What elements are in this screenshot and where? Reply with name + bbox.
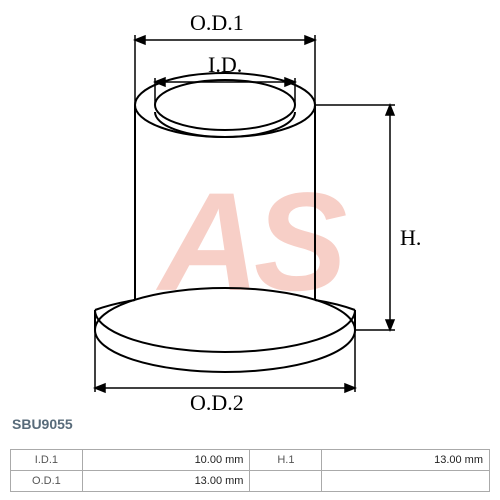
cell-id1-value: 10.00 mm <box>82 450 250 471</box>
cell-empty <box>322 471 490 492</box>
label-od1: O.D.1 <box>190 10 244 36</box>
table-row: I.D.1 10.00 mm H.1 13.00 mm <box>11 450 490 471</box>
label-od2: O.D.2 <box>190 390 244 416</box>
cell-h1-label: H.1 <box>250 450 322 471</box>
spec-table: I.D.1 10.00 mm H.1 13.00 mm O.D.1 13.00 … <box>10 449 490 492</box>
bushing-diagram <box>0 0 500 430</box>
cell-od1-value: 13.00 mm <box>82 471 250 492</box>
cell-id1-label: I.D.1 <box>11 450 83 471</box>
label-id: I.D. <box>208 52 242 78</box>
cell-od1-label: O.D.1 <box>11 471 83 492</box>
cell-h1-value: 13.00 mm <box>322 450 490 471</box>
part-number: SBU9055 <box>12 416 73 432</box>
label-h: H. <box>400 225 421 251</box>
table-row: O.D.1 13.00 mm <box>11 471 490 492</box>
cell-empty <box>250 471 322 492</box>
